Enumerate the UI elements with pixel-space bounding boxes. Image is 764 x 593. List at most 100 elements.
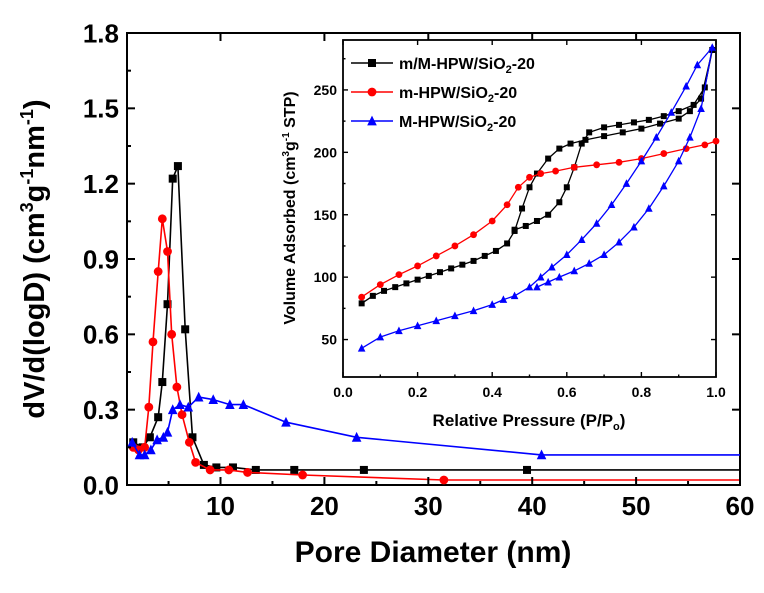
- main-x-tick-label: 10: [206, 491, 235, 521]
- main-data-point: [523, 465, 532, 474]
- inset-data-point: [432, 316, 441, 325]
- inset-x-tick-label: 0.4: [482, 384, 502, 400]
- inset-data-point: [682, 81, 690, 90]
- inset-data-point: [470, 231, 477, 239]
- main-data-point: [188, 433, 197, 442]
- inset-data-point: [637, 156, 646, 165]
- legend-entry-1: m/M-HPW/SiO2-20: [351, 56, 535, 76]
- main-data-point: [146, 444, 156, 455]
- inset-data-point: [425, 272, 432, 279]
- main-x-tick-label: 20: [310, 491, 339, 521]
- main-data-point: [157, 214, 167, 224]
- main-data-point: [536, 449, 547, 460]
- inset-data-point: [470, 257, 477, 264]
- main-data-point: [162, 426, 173, 437]
- inset-data-point: [414, 276, 421, 283]
- inset-data-point: [358, 300, 365, 307]
- main-data-point: [167, 404, 178, 415]
- inset-data-point: [376, 281, 384, 289]
- inset-data-point: [577, 235, 586, 244]
- main-data-point: [184, 437, 194, 447]
- main-data-point: [281, 416, 291, 427]
- main-chart: 10 20 30 40 50 60 0.0 0.3 0.6 0.9 1.2 1.5 1.8 Pore D…: [17, 18, 754, 569]
- inset-data-point: [376, 332, 385, 341]
- inset-data-point: [492, 247, 499, 254]
- inset-data-point: [660, 150, 668, 157]
- inset-data-point: [607, 200, 616, 209]
- inset-data-point: [481, 252, 488, 259]
- inset-data-point: [675, 115, 682, 122]
- inset-data-point: [413, 321, 422, 330]
- inset-chart: 0.0 0.2 0.4 0.6 0.8 1.0 50 100 150 200 250 m/M-HPW…: [281, 39, 726, 433]
- inset-data-point: [503, 201, 511, 209]
- legend-marker: [368, 59, 376, 67]
- main-data-point: [290, 465, 299, 474]
- inset-data-point: [432, 252, 440, 260]
- inset-series-3: [357, 43, 717, 352]
- main-data-point: [243, 468, 252, 477]
- inset-data-point: [511, 226, 518, 233]
- inset-data-point: [510, 291, 519, 300]
- main-data-point: [173, 162, 182, 171]
- inset-data-point: [533, 282, 541, 291]
- inset-data-point: [556, 199, 563, 206]
- inset-data-point: [533, 170, 540, 177]
- main-data-point: [181, 325, 190, 334]
- inset-data-point: [578, 140, 585, 147]
- main-data-point: [298, 470, 307, 480]
- main-data-point: [238, 399, 249, 410]
- inset-data-point: [570, 266, 579, 275]
- main-y-tick-label: 0.9: [83, 244, 119, 274]
- main-y-tick-label: 1.2: [83, 169, 119, 199]
- main-y-axis-label: dV/d(logD) (cm3g-1nm-1): [17, 99, 51, 418]
- inset-data-point: [675, 108, 682, 115]
- inset-data-point: [499, 295, 508, 303]
- inset-data-point: [395, 271, 403, 279]
- inset-data-point: [469, 306, 478, 315]
- inset-background: [343, 40, 716, 377]
- inset-data-point: [545, 155, 552, 162]
- main-axes-layer: 10 20 30 40 50 60 0.0 0.3 0.6 0.9 1.2 1.5 1.8: [83, 18, 755, 521]
- inset-data-point: [548, 262, 556, 271]
- main-data-point: [148, 337, 158, 347]
- inset-data-point: [545, 211, 552, 218]
- inset-data-point: [526, 173, 533, 181]
- inset-data-point: [488, 217, 496, 225]
- main-data-point: [168, 174, 177, 183]
- inset-data-point: [522, 222, 529, 229]
- main-data-point: [153, 267, 163, 276]
- legend-marker: [367, 115, 377, 126]
- inset-data-point: [357, 343, 366, 352]
- legend-marker: [367, 87, 377, 97]
- main-data-point: [225, 399, 235, 410]
- inset-data-point: [552, 167, 560, 175]
- inset-data-point: [567, 140, 574, 147]
- inset-data-point: [526, 184, 533, 191]
- main-y-tick-label: 1.5: [83, 94, 119, 124]
- inset-data-point: [630, 119, 637, 126]
- main-data-point: [158, 378, 167, 387]
- inset-data-point: [659, 181, 668, 190]
- inset-data-point: [616, 121, 623, 128]
- main-data-point: [163, 300, 172, 309]
- inset-data-point: [381, 287, 388, 294]
- inset-data-point: [533, 217, 540, 224]
- main-x-tick-label: 30: [414, 491, 443, 521]
- legend-label: m-HPW/SiO2-20: [399, 85, 517, 105]
- legend-label: m/M-HPW/SiO2-20: [399, 56, 535, 76]
- main-data-point: [154, 413, 163, 422]
- inset-data-point: [592, 219, 601, 227]
- main-series-1: [129, 162, 740, 474]
- main-data-point: [212, 463, 221, 472]
- inset-data-point: [563, 250, 571, 258]
- inset-data-point: [615, 237, 623, 246]
- main-y-tick-label: 0.3: [83, 395, 119, 425]
- inset-data-point: [403, 280, 410, 287]
- main-data-point: [139, 449, 150, 460]
- main-data-point: [199, 460, 208, 469]
- inset-y-tick-label: 150: [314, 207, 338, 223]
- inset-y-axis-label: Volume Adsorbed (cm3g-1 STP): [281, 91, 299, 324]
- inset-data-point: [690, 101, 697, 108]
- main-data-point: [127, 436, 137, 447]
